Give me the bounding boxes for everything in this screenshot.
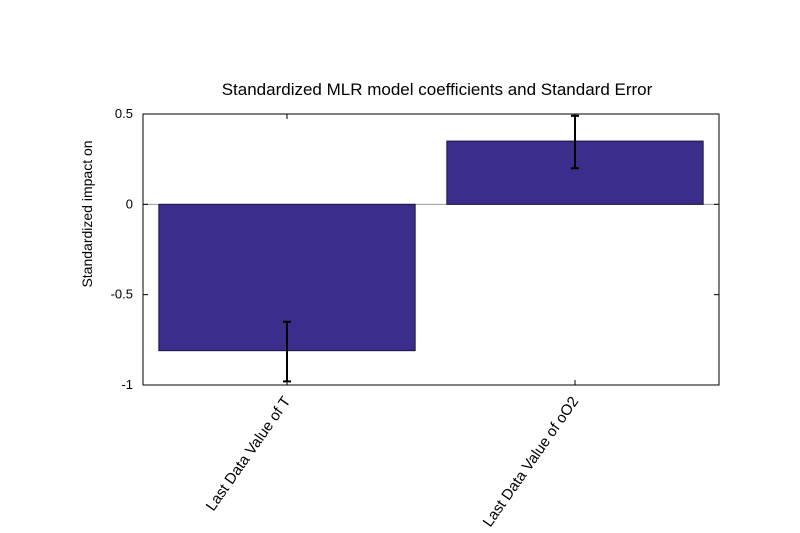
plot-area (143, 114, 719, 383)
chart-title: Standardized MLR model coefficients and … (222, 80, 653, 99)
y-tick-label-3: -0.5 (111, 287, 133, 302)
y-tick-label-4: -1 (121, 377, 133, 392)
y-axis-label: Standardized impact on (79, 140, 95, 287)
plot-frame (142, 113, 720, 386)
y-tick-label-2: 0 (126, 196, 133, 211)
y-tick-label-1: 0.5 (115, 106, 133, 121)
